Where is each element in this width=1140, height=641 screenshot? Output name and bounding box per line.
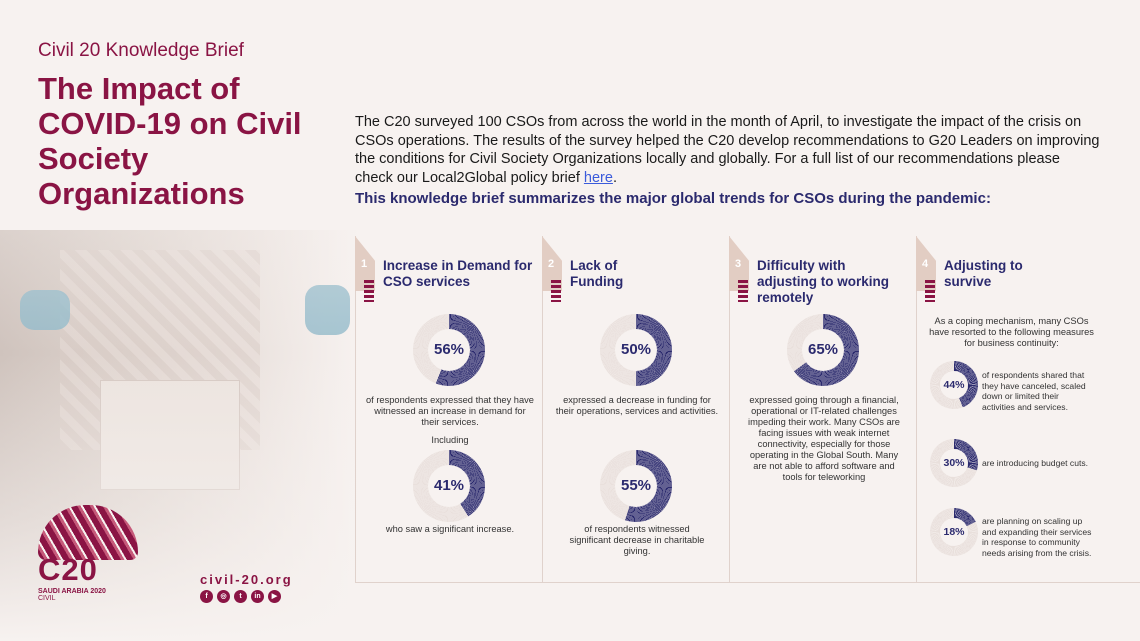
trend-column-2: 2 Lack of Funding 50% expressed a decrea…	[542, 236, 729, 582]
donut-value: 41%	[433, 477, 465, 494]
brief-kicker: Civil 20 Knowledge Brief	[38, 40, 244, 61]
donut-chart: 55%	[600, 450, 672, 522]
page-title: The Impact of COVID-19 on Civil Society …	[38, 71, 302, 211]
stat-caption: are planning on scaling up and expanding…	[982, 516, 1092, 558]
stat-caption: of respondents shared that they have can…	[982, 370, 1086, 412]
donut-value: 56%	[433, 341, 465, 358]
stat-caption: expressed going through a financial, ope…	[748, 395, 900, 482]
intro-paragraph: The C20 surveyed 100 CSOs from across th…	[355, 114, 1100, 186]
social-links: f ◎ t in ▶	[200, 590, 281, 603]
hero-photo	[0, 230, 360, 641]
trend-column-1: 1 Increase in Demand for CSO services 56…	[355, 236, 542, 582]
donut-value: 50%	[620, 341, 652, 358]
donut-chart: 30%	[930, 439, 978, 487]
trend-column-4: 4 Adjusting to survive As a coping mecha…	[916, 236, 1103, 582]
logo-subtitle-civil: CIVIL	[38, 595, 56, 602]
stat-caption: who saw a significant increase.	[385, 524, 515, 534]
facebook-icon[interactable]: f	[200, 590, 213, 603]
trend-number: 2	[548, 258, 555, 270]
ornament-icon	[925, 280, 935, 302]
youtube-icon[interactable]: ▶	[268, 590, 281, 603]
linkedin-icon[interactable]: in	[251, 590, 264, 603]
ornament-icon	[551, 280, 561, 302]
stat-caption: expressed a decrease in funding for thei…	[555, 395, 719, 416]
logo-wordmark: C20	[38, 552, 98, 587]
c20-logo: C20 SAUDI ARABIA 2020 CIVIL	[38, 505, 138, 602]
lead-statement: This knowledge brief summarizes the majo…	[355, 190, 991, 207]
donut-value: 30%	[943, 457, 965, 469]
website-link[interactable]: civil-20.org	[200, 572, 293, 587]
donut-chart: 65%	[787, 314, 859, 386]
twitter-icon[interactable]: t	[234, 590, 247, 603]
trend-heading: Difficulty with adjusting to working rem…	[757, 258, 889, 305]
ornament-icon	[364, 280, 374, 302]
trend-number: 3	[735, 258, 742, 270]
donut-chart: 41%	[413, 450, 485, 522]
donut-value: 18%	[943, 526, 965, 538]
donut-chart: 18%	[930, 508, 978, 556]
instagram-icon[interactable]: ◎	[217, 590, 230, 603]
coping-intro: As a coping mechanism, many CSOs have re…	[929, 316, 1094, 348]
donut-chart: 56%	[413, 314, 485, 386]
trend-number: 1	[361, 258, 368, 270]
donut-value: 55%	[620, 477, 652, 494]
logo-subtitle: SAUDI ARABIA 2020	[38, 588, 106, 595]
donut-chart: 44%	[930, 361, 978, 409]
trend-number: 4	[922, 258, 929, 270]
trend-heading: Adjusting to survive	[944, 258, 1023, 289]
stat-caption: of respondents witnessed significant dec…	[569, 524, 705, 556]
trend-heading: Increase in Demand for CSO services	[383, 258, 533, 289]
stat-connector: Including	[431, 435, 469, 445]
stat-caption: of respondents expressed that they have …	[366, 395, 534, 427]
policy-brief-link[interactable]: here	[583, 169, 613, 186]
donut-value: 44%	[943, 379, 965, 391]
donut-chart: 50%	[600, 314, 672, 386]
stat-caption: are introducing budget cuts.	[982, 458, 1089, 468]
trend-column-3: 3 Difficulty with adjusting to working r…	[729, 236, 916, 582]
ornament-icon	[738, 280, 748, 302]
trend-heading: Lack of Funding	[570, 258, 624, 289]
donut-value: 65%	[807, 341, 839, 358]
